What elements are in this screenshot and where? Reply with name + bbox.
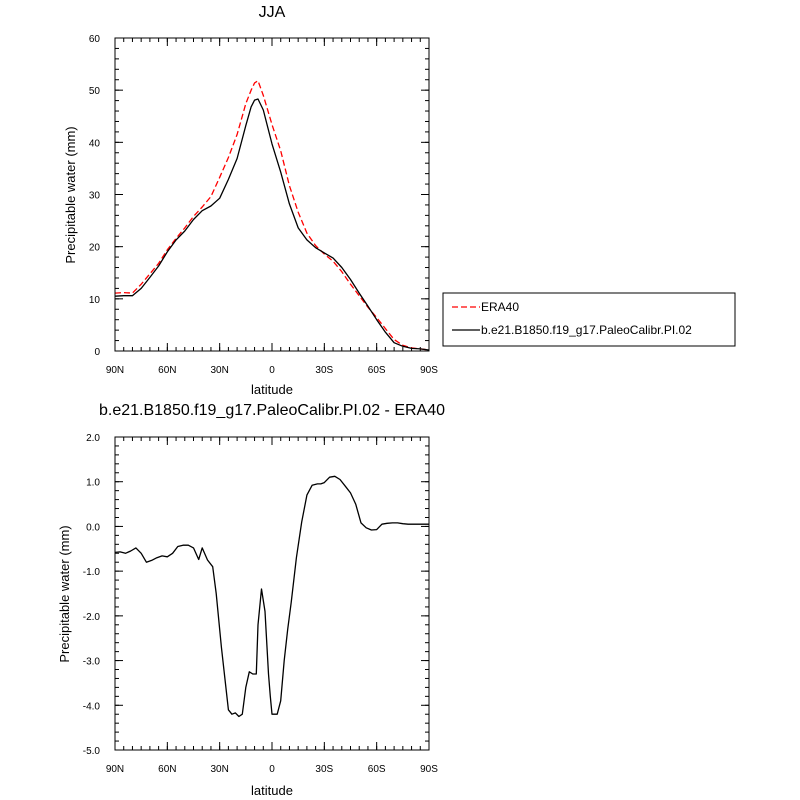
top-y-tick-label: 60 xyxy=(89,34,101,45)
bottom-y-tick-label: -4.0 xyxy=(83,701,101,712)
bottom-y-tick-label: -3.0 xyxy=(83,657,101,668)
legend-box xyxy=(442,292,736,347)
top-series-line-0 xyxy=(114,80,430,351)
top-series-line-1 xyxy=(114,98,430,351)
bottom-x-tick-label: 30S xyxy=(315,764,333,775)
bottom-y-tick-label: 1.0 xyxy=(86,478,100,489)
top-y-tick-label: 20 xyxy=(89,243,101,254)
top-y-tick-label: 40 xyxy=(89,138,101,149)
top-x-tick-label: 0 xyxy=(269,365,275,376)
bottom-series-line-0 xyxy=(114,475,429,718)
bottom-x-axis-label: latitude xyxy=(251,783,293,798)
top-y-tick-label: 30 xyxy=(89,191,101,202)
top-x-tick-label: 60N xyxy=(158,365,176,376)
top-axis-ticks xyxy=(114,37,430,352)
bottom-x-tick-label: 0 xyxy=(269,764,275,775)
bottom-chart-title: b.e21.B1850.f19_g17.PaleoCalibr.PI.02 - … xyxy=(99,402,445,419)
bottom-x-tick-label: 60S xyxy=(368,764,386,775)
bottom-panel: b.e21.B1850.f19_g17.PaleoCalibr.PI.02 - … xyxy=(57,402,445,798)
bottom-y-tick-label: 0.0 xyxy=(86,522,100,533)
legend-label-model: b.e21.B1850.f19_g17.PaleoCalibr.PI.02 xyxy=(481,323,692,337)
bottom-x-tick-label: 90S xyxy=(420,764,438,775)
bottom-y-tick-label: -5.0 xyxy=(83,746,101,757)
bottom-plot-frame xyxy=(114,436,430,751)
top-plot-lines xyxy=(114,80,430,351)
top-x-tick-label: 90S xyxy=(420,365,438,376)
bottom-tick-labels: 90N 60N 30N 0 30S 60S 90S -5.0 -4.0 -3.0 -2.0 -1.0 0… xyxy=(83,433,438,775)
bottom-x-tick-label: 90N xyxy=(106,764,124,775)
bottom-x-tick-label: 30N xyxy=(210,764,228,775)
top-panel: JJA Precipitable water (mm) latitude 90N… xyxy=(63,4,736,397)
top-tick-labels: 90N 60N 30N 0 30S 60S 90S 0 10 20 30 40 50 60 xyxy=(89,34,438,376)
top-y-tick-label: 10 xyxy=(89,295,101,306)
top-y-tick-label: 50 xyxy=(89,86,101,97)
bottom-plot-lines xyxy=(114,475,429,718)
top-y-axis-label: Precipitable water (mm) xyxy=(63,126,78,263)
bottom-x-tick-label: 60N xyxy=(158,764,176,775)
legend: ERA40 b.e21.B1850.f19_g17.PaleoCalibr.PI… xyxy=(442,292,736,347)
top-x-axis-label: latitude xyxy=(251,382,293,397)
top-chart-title: JJA xyxy=(259,4,286,21)
bottom-axis-ticks xyxy=(114,436,430,751)
bottom-y-tick-label: -1.0 xyxy=(83,567,101,578)
legend-label-era40: ERA40 xyxy=(481,300,519,314)
top-x-tick-label: 30N xyxy=(210,365,228,376)
top-y-tick-label: 0 xyxy=(94,347,100,358)
top-x-tick-label: 30S xyxy=(315,365,333,376)
top-x-tick-label: 60S xyxy=(368,365,386,376)
bottom-y-axis-label: Precipitable water (mm) xyxy=(57,525,72,662)
bottom-y-tick-label: -2.0 xyxy=(83,612,101,623)
top-x-tick-label: 90N xyxy=(106,365,124,376)
top-plot-frame xyxy=(114,37,430,352)
bottom-y-tick-label: 2.0 xyxy=(86,433,100,444)
